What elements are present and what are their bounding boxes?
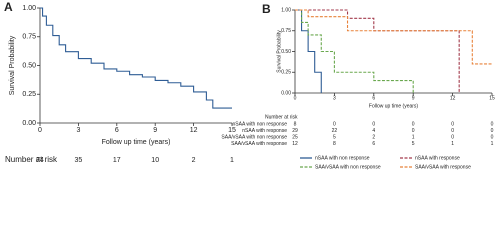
risk-count: 2 xyxy=(192,157,196,164)
y-axis-label: Survival Probability xyxy=(9,35,16,95)
y-tick-label: 0.75 xyxy=(22,34,36,41)
risk-count: 25 xyxy=(292,134,298,140)
survival-curve xyxy=(40,7,232,109)
x-tick-label: 15 xyxy=(489,95,495,101)
x-tick-label: 12 xyxy=(190,127,198,134)
risk-count: 0 xyxy=(451,121,454,127)
risk-count: 2 xyxy=(372,134,375,140)
risk-count: 1 xyxy=(451,141,454,147)
panel-label: B xyxy=(262,2,271,16)
survival-curve xyxy=(295,9,322,93)
x-tick-label: 6 xyxy=(115,127,119,134)
risk-row-name: SAA/vSAA with response xyxy=(231,141,287,147)
legend-label: SAA/vSAA with non response xyxy=(315,164,381,170)
risk-count: 10 xyxy=(151,157,159,164)
risk-count: 0 xyxy=(451,128,454,134)
y-tick-label: 0.00 xyxy=(22,120,36,127)
risk-count: 8 xyxy=(333,141,336,147)
x-tick-label: 0 xyxy=(38,127,42,134)
risk-row-name: nSAA with non response xyxy=(233,121,288,127)
risk-count: 0 xyxy=(491,128,494,134)
y-tick-label: 0.75 xyxy=(281,28,291,34)
x-tick-label: 3 xyxy=(333,95,336,101)
y-tick-label: 0.50 xyxy=(281,49,291,55)
risk-count: 1 xyxy=(230,157,234,164)
y-tick-label: 0.00 xyxy=(281,90,291,96)
risk-count: 5 xyxy=(412,141,415,147)
y-axis-label: Survival Probability xyxy=(276,30,282,73)
risk-count: 0 xyxy=(451,134,454,140)
risk-count: 17 xyxy=(113,157,121,164)
legend-label: nSAA with response xyxy=(415,155,460,161)
risk-count: 6 xyxy=(372,141,375,147)
panel-label: A xyxy=(4,0,13,14)
risk-label: Number at risk xyxy=(5,155,58,164)
x-tick-label: 6 xyxy=(372,95,375,101)
legend-label: SAA/vSAA with response xyxy=(415,164,471,170)
x-axis-label: Follow up time (years) xyxy=(102,139,171,146)
x-tick-label: 9 xyxy=(153,127,157,134)
y-tick-label: 0.25 xyxy=(22,91,36,98)
legend-label: nSAA with non response xyxy=(315,155,370,161)
y-tick-label: 0.25 xyxy=(281,70,291,76)
risk-count: 0 xyxy=(412,121,415,127)
risk-count: 0 xyxy=(333,121,336,127)
risk-count: 29 xyxy=(292,128,298,134)
y-tick-label: 0.50 xyxy=(22,62,36,69)
risk-count: 74 xyxy=(36,157,44,164)
survival-curve xyxy=(295,9,460,93)
x-tick-label: 9 xyxy=(412,95,415,101)
x-axis-label: Follow up time (years) xyxy=(369,103,419,109)
risk-row-name: nSAA with response xyxy=(242,128,287,134)
risk-count: 0 xyxy=(491,134,494,140)
risk-count: 0 xyxy=(491,121,494,127)
risk-count: 8 xyxy=(294,121,297,127)
risk-count: 5 xyxy=(333,134,336,140)
risk-label: Number at risk xyxy=(265,114,298,120)
y-tick-label: 1.00 xyxy=(281,7,291,13)
risk-count: 0 xyxy=(372,121,375,127)
risk-count: 0 xyxy=(412,128,415,134)
x-tick-label: 0 xyxy=(294,95,297,101)
y-tick-label: 1.00 xyxy=(22,5,36,12)
x-tick-label: 15 xyxy=(228,127,236,134)
risk-count: 1 xyxy=(491,141,494,147)
risk-count: 22 xyxy=(332,128,338,134)
survival-curve xyxy=(295,9,492,65)
risk-count: 35 xyxy=(75,157,83,164)
risk-count: 1 xyxy=(412,134,415,140)
risk-count: 4 xyxy=(372,128,375,134)
risk-row-name: SAA/vSAA with non response xyxy=(221,134,287,140)
survival-curve xyxy=(295,9,414,93)
x-tick-label: 3 xyxy=(76,127,80,134)
x-tick-label: 12 xyxy=(450,95,456,101)
risk-count: 12 xyxy=(292,141,298,147)
